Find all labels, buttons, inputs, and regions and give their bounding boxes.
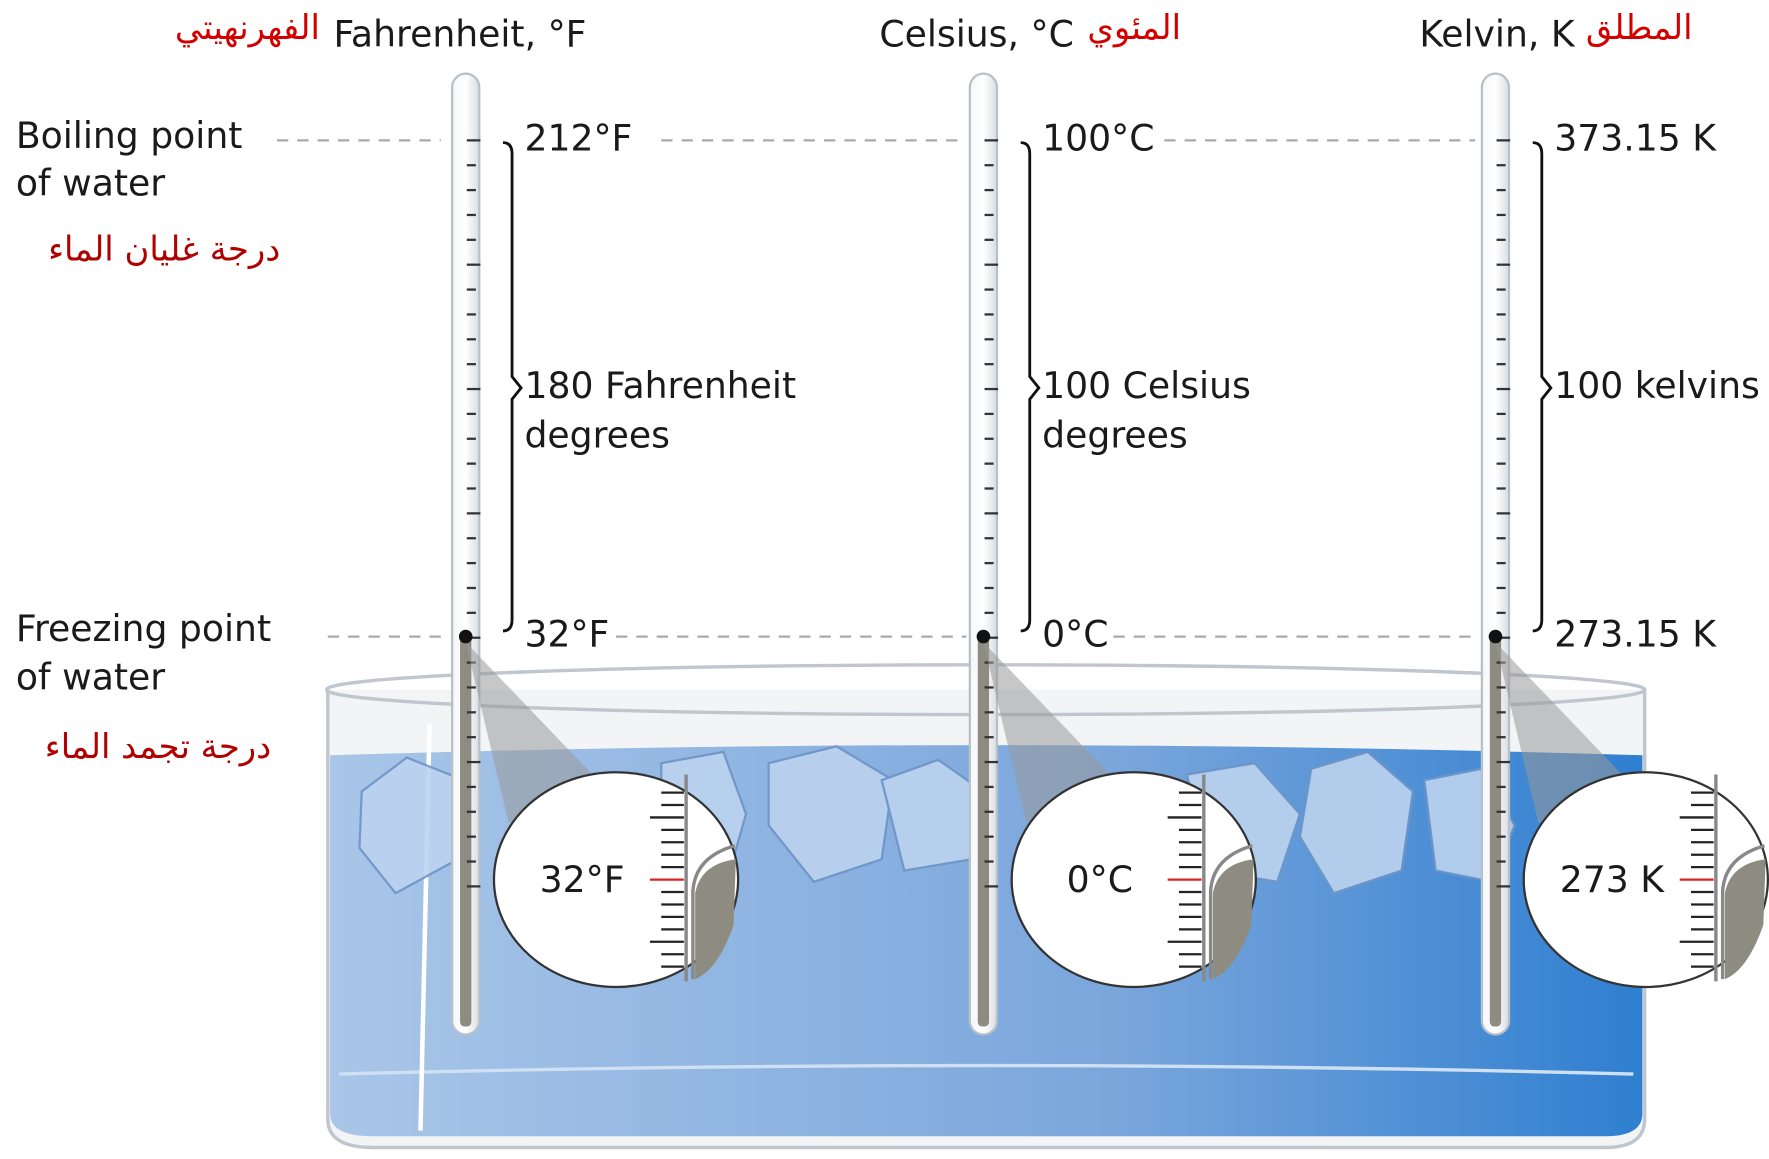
zoom-reading: 0°C [1067, 858, 1133, 901]
scales: Fahrenheit, °F الفهرنهيتي 212°F 32°F 180 Fah… [175, 8, 1769, 1036]
boiling-value: 212°F [524, 116, 632, 159]
freezing-value: 0°C [1042, 613, 1108, 656]
freezing-label: of water [16, 656, 165, 699]
zoom-circle [492, 771, 740, 989]
left-labels: Boiling point of water درجة غليان الماء … [16, 114, 281, 766]
interval-label: 100 kelvins [1554, 364, 1760, 407]
zoom-reading: 273 K [1560, 858, 1666, 901]
interval-label: 100 Celsius [1042, 364, 1251, 407]
freezing-value: 32°F [524, 613, 609, 656]
thermometer-group: Kelvin, K المطلق 373.15 K 273.15 K 100 kelvi… [1419, 8, 1769, 1036]
interval-label: degrees [1042, 414, 1188, 457]
interval-label: degrees [524, 414, 670, 457]
boiling-label: of water [16, 162, 165, 205]
boiling-value: 373.15 K [1554, 116, 1717, 159]
boiling-value: 100°C [1042, 116, 1154, 159]
boiling-label: Boiling point [16, 114, 243, 157]
zoom-mercury [695, 859, 736, 980]
freezing-label-ar: درجة تجمد الماء [45, 727, 272, 766]
boiling-label-ar: درجة غليان الماء [48, 230, 280, 269]
zoom-tube [1202, 774, 1253, 982]
mercury [977, 636, 990, 1027]
scale-title-ar: المئوي [1087, 8, 1181, 48]
freezing-value: 273.15 K [1554, 613, 1717, 656]
zoom-cone [1495, 642, 1624, 824]
scale-title: Celsius, °C [879, 12, 1073, 55]
brace [1532, 141, 1553, 633]
zoom-circle [1010, 771, 1257, 989]
mercury [1489, 636, 1502, 1027]
thermometer-group: Fahrenheit, °F الفهرنهيتي 212°F 32°F 180 Fah… [175, 8, 796, 1036]
zoom-mercury [1724, 859, 1766, 980]
freezing-label: Freezing point [16, 607, 271, 650]
scale-title-ar: المطلق [1586, 8, 1693, 48]
brace [502, 141, 523, 633]
interval-label: 180 Fahrenheit [524, 364, 796, 407]
scale-title: Kelvin, K [1419, 12, 1576, 55]
zoom-tube [684, 774, 736, 982]
thermometer-group: Celsius, °C المئوي 100°C 0°C 100 Celsius degr… [879, 8, 1257, 1036]
zoom-reading: 32°F [540, 858, 625, 901]
freezing-dot [458, 629, 473, 644]
brace [1020, 141, 1041, 633]
zoom-circle [1522, 771, 1769, 989]
freezing-dot [1488, 629, 1503, 644]
scale-title: Fahrenheit, °F [333, 12, 586, 55]
guide-lines [276, 139, 1476, 638]
zoom-mercury [1212, 859, 1254, 980]
zoom-cone [465, 642, 594, 824]
zoom-tube [1714, 774, 1765, 982]
scale-title-ar: الفهرنهيتي [175, 8, 320, 48]
freezing-dot [976, 629, 991, 644]
zoom-cone [983, 642, 1112, 824]
mercury [460, 636, 472, 1027]
